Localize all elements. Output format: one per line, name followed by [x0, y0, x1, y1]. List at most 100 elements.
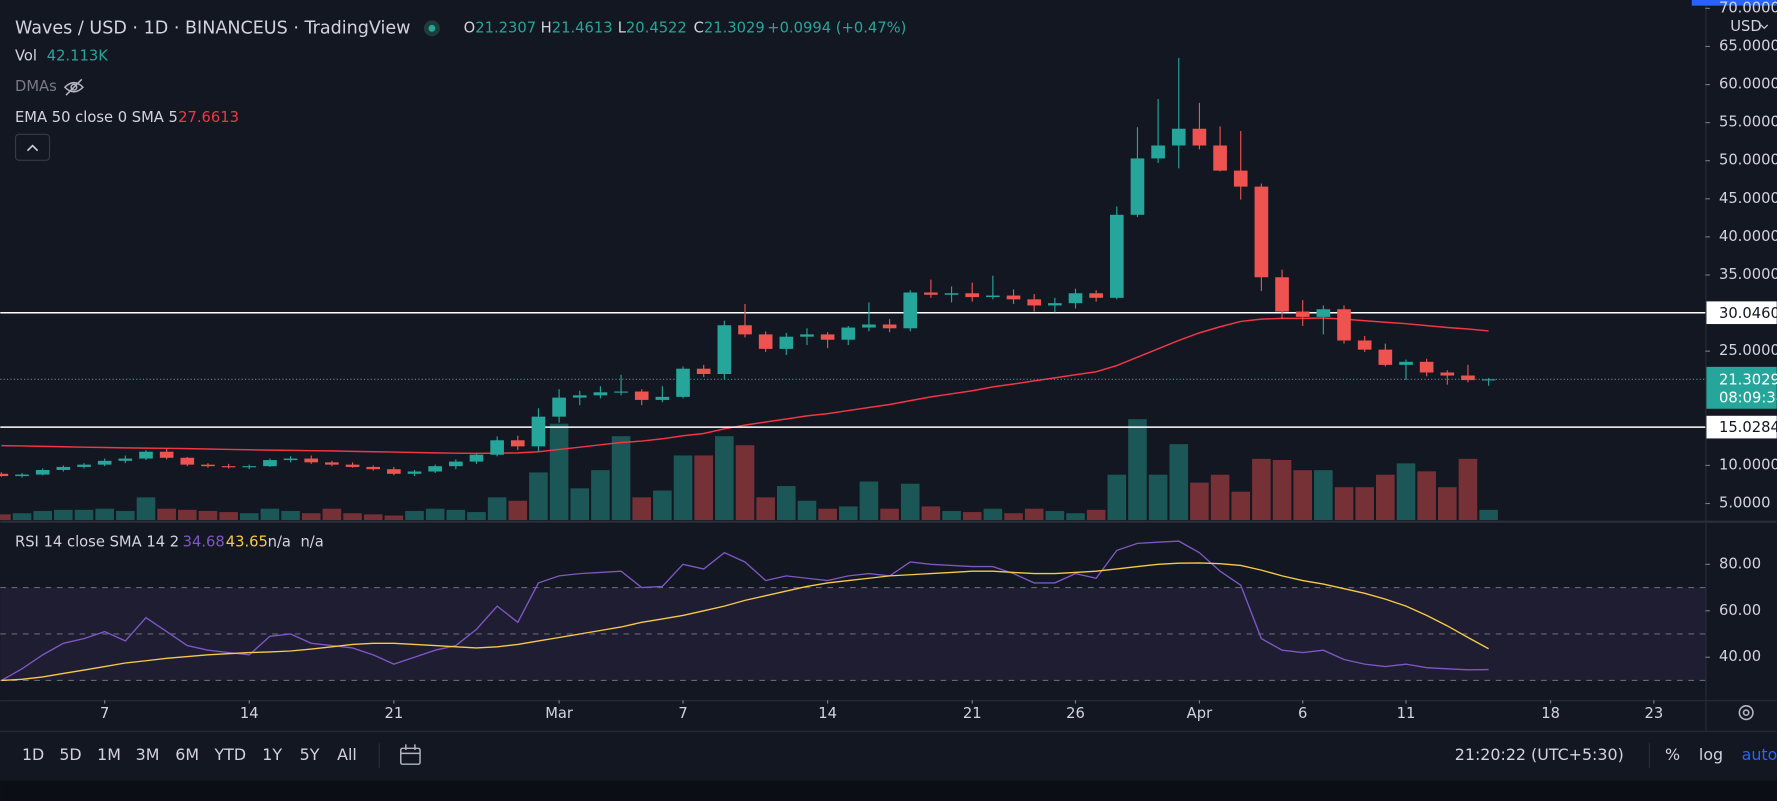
- volume-bar: [467, 512, 486, 521]
- y-tick-label: 25.0000: [1719, 342, 1777, 359]
- candle-body: [552, 397, 566, 417]
- volume-bar: [653, 490, 672, 521]
- candle-body: [1481, 379, 1496, 381]
- volume-bar: [735, 445, 755, 521]
- volume-bar: [1252, 458, 1271, 521]
- rsi-y-tick-label: 40.00: [1719, 648, 1761, 665]
- range-button[interactable]: 1D: [22, 745, 44, 764]
- y-tick-label: 10.0000: [1719, 456, 1777, 473]
- candle-body: [986, 295, 1000, 298]
- y-tick-label: 60.0000: [1719, 76, 1777, 93]
- candle-body: [1378, 349, 1393, 365]
- volume-bar: [0, 514, 11, 521]
- volume-bar: [673, 455, 693, 521]
- layers: [0, 57, 1706, 682]
- candle-body: [35, 469, 50, 475]
- candle-body: [490, 440, 504, 455]
- range-button[interactable]: 5Y: [300, 745, 320, 764]
- auto-toggle[interactable]: auto: [1742, 745, 1777, 764]
- hidden-icon[interactable]: [63, 78, 85, 96]
- volume-bar: [54, 509, 73, 521]
- x-tick-label: 14: [240, 705, 259, 722]
- status-dot: [428, 24, 436, 32]
- x-tick-label: 14: [818, 705, 837, 722]
- ema-legend-value: 27.6613: [178, 109, 239, 126]
- candle-body: [159, 451, 174, 458]
- volume-bar: [900, 483, 920, 521]
- range-button[interactable]: All: [337, 745, 357, 764]
- volume-bar: [1086, 509, 1106, 521]
- candle-body: [903, 292, 918, 329]
- range-button[interactable]: 1M: [97, 745, 121, 764]
- collapse-button[interactable]: [14, 133, 51, 161]
- candle-body: [1419, 361, 1434, 373]
- candle-body: [469, 454, 484, 462]
- candle-body: [201, 464, 215, 467]
- volume-bar: [508, 500, 528, 521]
- level-label: 15.0284: [1719, 419, 1777, 436]
- volume-bar: [219, 512, 238, 521]
- x-tick-label: 26: [1066, 705, 1085, 722]
- y-tick-label: 55.0000: [1719, 114, 1777, 131]
- currency-caret[interactable]: [1760, 24, 1769, 30]
- volume-bar: [694, 455, 713, 521]
- y-tick-label: 50.0000: [1719, 152, 1777, 169]
- rsi-legend: RSI 14 close SMA 14 2: [15, 534, 179, 551]
- volume-bar: [591, 470, 610, 521]
- volume-bar: [157, 508, 176, 521]
- rsi-y-tick-label: 60.00: [1719, 602, 1761, 619]
- rsi-na: n/a: [300, 534, 323, 551]
- candle-body: [1171, 128, 1186, 146]
- volume-bar: [1169, 444, 1189, 521]
- candle-body: [1213, 145, 1227, 171]
- range-button[interactable]: YTD: [213, 745, 246, 764]
- candle-body: [882, 324, 897, 329]
- rsi-pane: [0, 523, 1706, 700]
- clock[interactable]: 21:20:22 (UTC+5:30): [1455, 745, 1624, 764]
- x-tick-label: 18: [1541, 705, 1560, 722]
- volume-bar: [116, 510, 135, 521]
- candle-body: [428, 466, 442, 472]
- candle-body: [1440, 372, 1455, 376]
- candle-body: [1027, 299, 1041, 306]
- volume-bar: [95, 508, 114, 521]
- range-button[interactable]: 6M: [175, 745, 199, 764]
- candle-body: [572, 395, 587, 398]
- volume-bar: [1045, 510, 1065, 521]
- level-label-box: [1706, 301, 1777, 325]
- candle-body: [924, 292, 938, 295]
- log-toggle[interactable]: log: [1699, 745, 1723, 764]
- volume-bar: [632, 497, 652, 521]
- volume-bar: [1272, 459, 1292, 521]
- candle-body: [1048, 303, 1062, 306]
- volume-bar: [1396, 463, 1416, 521]
- candle-body: [242, 466, 257, 468]
- volume-bar: [178, 509, 197, 521]
- volume-bar: [1293, 470, 1313, 521]
- candle-body: [304, 458, 319, 463]
- x-tick-label: 21: [384, 705, 403, 722]
- candle-body: [449, 461, 463, 467]
- percent-toggle[interactable]: %: [1665, 745, 1680, 764]
- candle-body: [1068, 293, 1083, 304]
- rsi-na: n/a: [268, 534, 291, 551]
- candle-body: [283, 458, 298, 461]
- volume-bar: [1210, 474, 1230, 521]
- settings-icon[interactable]: [1738, 705, 1754, 721]
- volume-legend: Vol: [15, 48, 37, 65]
- candle-body: [407, 471, 422, 474]
- currency-label[interactable]: USD: [1730, 18, 1761, 35]
- candle-body: [139, 451, 153, 459]
- volume-bar: [529, 472, 548, 521]
- volume-bar: [1376, 474, 1395, 521]
- x-tick-label: Mar: [545, 705, 574, 722]
- volume-bar: [859, 481, 879, 521]
- date-range-icon[interactable]: [400, 744, 421, 765]
- range-button[interactable]: 3M: [136, 745, 160, 764]
- x-tick-label: 7: [100, 705, 109, 722]
- y-tick-label: 5.0000: [1719, 494, 1771, 511]
- range-button[interactable]: 5D: [59, 745, 81, 764]
- range-button[interactable]: 1Y: [262, 745, 282, 764]
- volume-bar: [1066, 513, 1085, 521]
- ohlc-open: O21.2307: [464, 19, 536, 36]
